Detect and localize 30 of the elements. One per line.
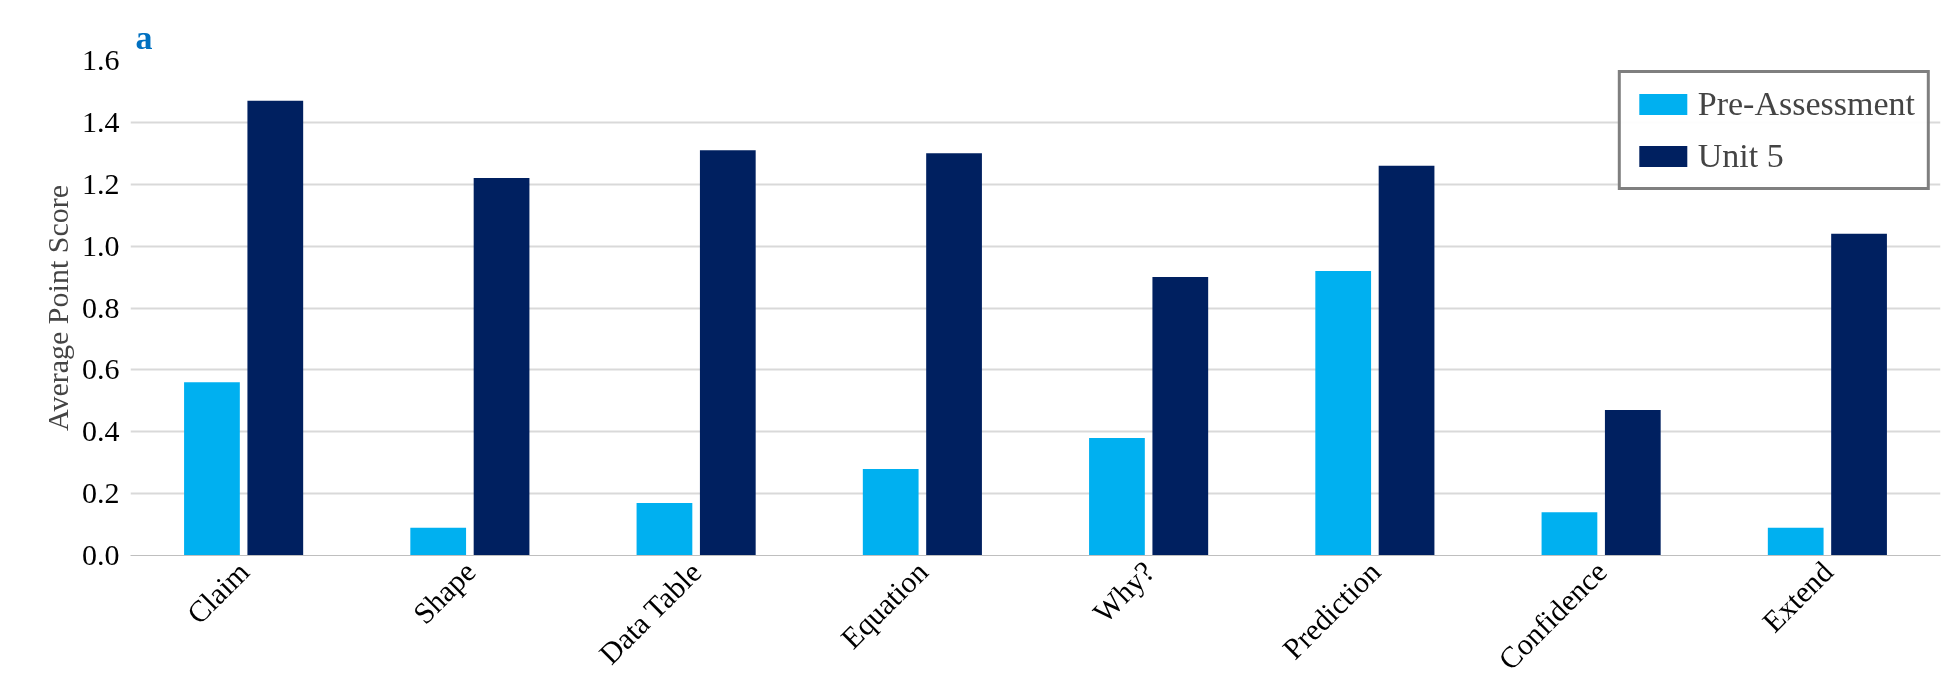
bar: [1767, 527, 1824, 556]
legend-label: Pre-Assessment: [1697, 85, 1915, 123]
y-tick-label: 0.0: [82, 538, 120, 571]
y-tick-label: 0.8: [82, 290, 120, 324]
text: a: [135, 18, 153, 56]
bar: [473, 178, 530, 556]
y-axis-title: Average Point Score: [41, 184, 74, 432]
y-tick-label: 1.0: [82, 228, 120, 262]
bar: [184, 382, 240, 556]
bar: [410, 527, 467, 556]
y-tick-label: 0.4: [82, 414, 120, 448]
y-tick-label: 1.2: [82, 166, 120, 200]
bar: [1541, 512, 1598, 556]
bar: [862, 468, 919, 556]
bar: [636, 502, 693, 556]
y-tick-label: 1.6: [82, 43, 120, 76]
bar: [926, 153, 982, 556]
y-tick-label: 1.4: [82, 104, 120, 138]
bar: [1604, 410, 1661, 556]
legend-label: Unit 5: [1697, 137, 1784, 175]
y-tick-label: 0.6: [82, 352, 120, 386]
bar: [247, 100, 304, 556]
bar: [1378, 165, 1435, 556]
bar: [699, 150, 756, 556]
y-tick-label: 0.2: [82, 476, 120, 510]
bar: [1831, 233, 1887, 556]
bar: [1315, 270, 1372, 556]
x-tick-label: Data Table: [592, 555, 708, 671]
bar: [1089, 437, 1145, 556]
bar: [1152, 277, 1209, 556]
